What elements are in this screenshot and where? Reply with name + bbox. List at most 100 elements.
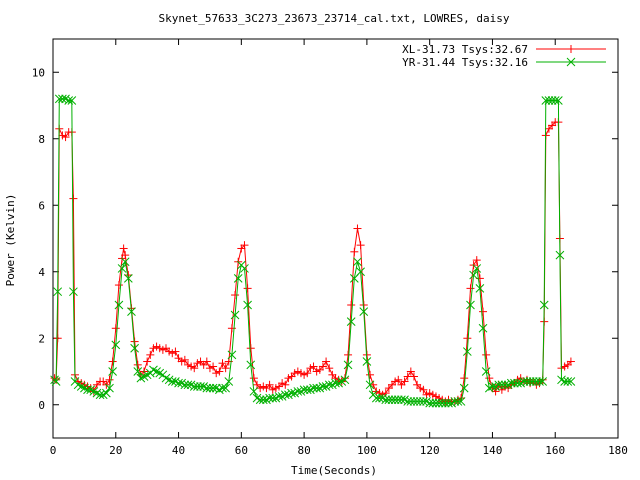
data-point-yr: [359, 307, 369, 317]
data-point-xl: [466, 284, 475, 293]
data-point-yr: [425, 398, 435, 408]
x-tick-label: 140: [483, 444, 503, 457]
x-tick-label: 160: [545, 444, 565, 457]
data-point-yr: [127, 307, 136, 317]
data-point-yr: [450, 397, 460, 406]
data-point-xl: [209, 362, 218, 371]
data-point-yr: [123, 274, 133, 283]
data-point-yr: [560, 377, 569, 386]
data-point-xl: [356, 241, 365, 250]
data-point-yr: [510, 378, 519, 388]
data-point-xl: [50, 374, 59, 383]
legend-label-xl: XL-31.73 Tsys:32.67: [402, 43, 528, 56]
data-point-xl: [108, 357, 117, 366]
data-point-xl: [409, 372, 418, 381]
data-point-yr: [384, 395, 394, 405]
data-point-yr: [453, 397, 463, 406]
data-point-xl: [400, 377, 409, 386]
series-yr: [50, 94, 576, 408]
data-point-xl: [180, 355, 189, 364]
data-point-yr: [441, 398, 450, 408]
data-point-yr: [243, 300, 252, 310]
data-point-yr: [183, 380, 193, 390]
data-point-yr: [522, 377, 532, 386]
data-point-yr: [478, 323, 488, 333]
data-point-yr: [566, 377, 576, 386]
data-point-yr: [431, 398, 441, 408]
data-point-yr: [318, 382, 328, 391]
y-tick-label: 4: [38, 266, 45, 279]
data-point-xl: [215, 367, 224, 376]
x-tick-label: 180: [608, 444, 628, 457]
data-point-yr: [309, 383, 318, 393]
data-point-yr: [343, 360, 353, 370]
data-point-yr: [462, 347, 472, 356]
data-point-yr: [202, 383, 212, 393]
data-point-xl: [69, 194, 78, 203]
data-point-yr: [111, 340, 121, 350]
data-point-yr: [497, 380, 507, 390]
legend: XL-31.73 Tsys:32.67 YR-31.44 Tsys:32.16: [402, 43, 606, 69]
data-point-xl: [406, 367, 415, 376]
data-point-yr: [95, 390, 105, 400]
x-tick-label: 60: [235, 444, 248, 457]
data-point-yr: [54, 94, 64, 104]
data-point-yr: [105, 383, 114, 393]
data-point-yr: [293, 387, 303, 396]
data-point-yr: [393, 395, 403, 405]
data-point-yr: [221, 383, 230, 393]
data-point-yr: [403, 397, 413, 406]
data-point-yr: [83, 385, 92, 395]
data-point-yr: [539, 300, 549, 310]
data-point-xl: [143, 357, 152, 366]
data-point-yr: [299, 385, 309, 395]
data-point-xl: [171, 347, 180, 356]
data-point-xl: [249, 374, 258, 383]
data-point-yr: [525, 377, 535, 386]
data-point-yr: [53, 287, 63, 297]
data-point-yr: [481, 367, 491, 376]
data-point-yr: [365, 380, 375, 390]
data-point-yr: [538, 377, 548, 386]
data-point-yr: [409, 397, 419, 406]
data-point-xl: [350, 247, 359, 256]
data-point-yr: [196, 382, 205, 391]
data-point-yr: [528, 377, 538, 386]
data-point-yr: [381, 395, 391, 405]
data-point-yr: [541, 96, 551, 105]
data-point-yr: [488, 382, 497, 391]
data-point-xl: [61, 133, 70, 142]
data-point-yr: [268, 393, 278, 403]
data-point-xl: [353, 224, 362, 233]
data-point-xl: [479, 307, 488, 316]
data-point-yr: [227, 350, 237, 360]
data-point-yr: [371, 393, 381, 403]
data-point-yr: [555, 250, 565, 260]
data-point-yr: [102, 388, 111, 398]
data-point-yr: [444, 398, 453, 408]
data-point-xl: [240, 241, 249, 250]
data-point-yr: [240, 264, 249, 273]
x-axis-label: Time(Seconds): [291, 464, 377, 477]
data-point-yr: [469, 270, 478, 280]
data-point-yr: [419, 397, 428, 406]
data-point-yr: [353, 257, 362, 267]
data-point-yr: [246, 360, 256, 370]
data-point-xl: [419, 385, 428, 394]
data-point-yr: [58, 94, 67, 104]
data-point-yr: [167, 377, 177, 386]
series-xl: [50, 118, 575, 406]
data-point-yr: [506, 378, 516, 388]
y-axis-label: Power (Kelvin): [4, 194, 17, 287]
data-point-xl: [119, 244, 128, 253]
data-point-xl: [105, 375, 114, 384]
data-point-xl: [121, 251, 130, 260]
data-point-yr: [346, 317, 356, 326]
legend-marker-yr: [566, 57, 576, 67]
data-point-xl: [344, 350, 353, 359]
data-point-xl: [221, 364, 230, 373]
y-tick-label: 6: [38, 199, 45, 212]
data-point-yr: [180, 380, 190, 390]
data-point-xl: [265, 380, 274, 389]
data-point-yr: [550, 96, 560, 105]
